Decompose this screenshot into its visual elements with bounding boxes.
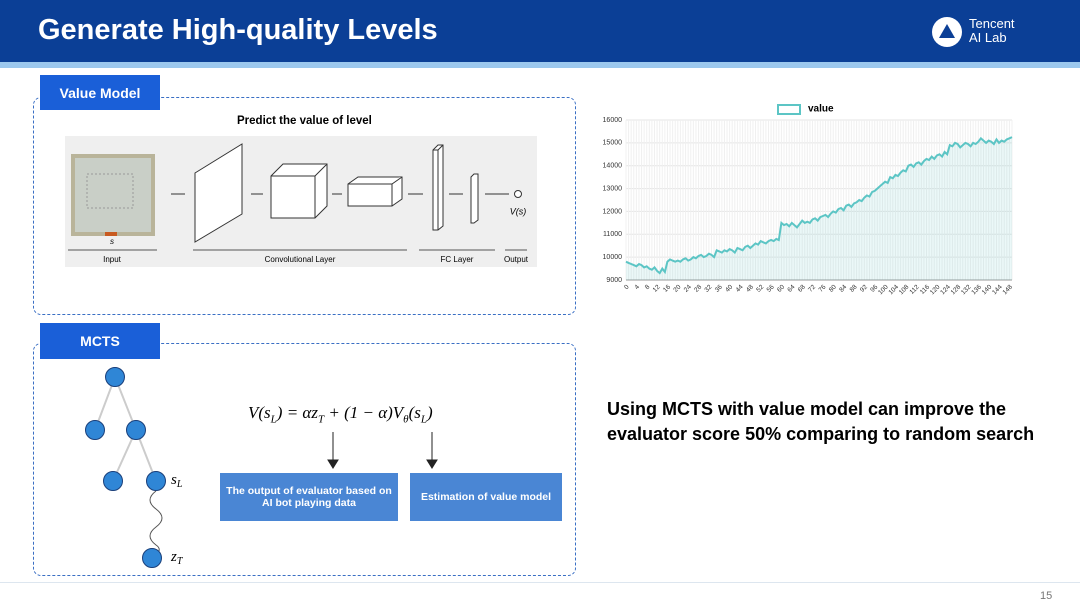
x-tick-label: 72	[807, 283, 817, 293]
formula-part: + (1 − α)V	[324, 403, 404, 422]
search-tree: sL zT	[85, 367, 184, 568]
x-tick-label: 8	[644, 283, 652, 291]
x-tick-label: 76	[817, 283, 827, 293]
x-tick-label: 148	[1001, 283, 1014, 296]
y-tick-label: 12000	[603, 208, 623, 215]
x-tick-label: 0	[623, 283, 631, 291]
node-label-sub: L	[176, 479, 183, 490]
x-tick-label: 36	[714, 283, 724, 293]
x-tick-label: 56	[766, 283, 776, 293]
formula-part: V(s	[248, 403, 271, 422]
header-bar	[0, 0, 1080, 62]
area	[626, 137, 1012, 280]
network-diagram: s V(s) Input Convolutional Layer FC Laye…	[65, 136, 537, 267]
formula-part: L	[270, 413, 277, 426]
logo-line: AI Lab	[969, 30, 1007, 45]
x-tick-label: 88	[849, 283, 859, 293]
x-tick-label: 32	[703, 283, 713, 293]
formula-part: θ	[403, 413, 409, 426]
x-tick-label: 92	[859, 283, 869, 293]
mcts-panel	[33, 343, 576, 576]
input-symbol: s	[110, 237, 114, 246]
x-tick-label: 60	[776, 283, 786, 293]
slide-title: Generate High-quality Levels	[38, 14, 438, 46]
y-tick-label: 16000	[603, 117, 623, 124]
caption: Convolutional Layer	[265, 255, 336, 264]
node-label-main: z	[170, 549, 177, 565]
x-tick-label: 68	[797, 283, 807, 293]
x-tick-label: 40	[724, 283, 734, 293]
chart: 9000 10000 11000 12000 13000 14000 15000 16000 0…	[603, 104, 1015, 297]
section-label: MCTS	[40, 323, 160, 359]
x-tick-label: 84	[838, 283, 848, 293]
x-tick-label: 48	[745, 283, 755, 293]
y-tick-label: 11000	[603, 231, 622, 238]
diagram-heading: Predict the value of level	[237, 115, 372, 127]
x-tick-label: 20	[672, 283, 682, 293]
formula-part: )	[426, 403, 433, 422]
section-label: Value Model	[40, 75, 160, 110]
x-tick-label: 28	[693, 283, 703, 293]
formula-part: L	[420, 413, 427, 426]
x-tick-label: 4	[633, 283, 641, 291]
explanation-box: The output of evaluator based on AI bot …	[220, 473, 398, 521]
x-tick-label: 80	[828, 283, 838, 293]
node-label-main: s	[171, 472, 177, 488]
header-stripe	[0, 62, 1080, 68]
x-tick-label: 24	[683, 283, 693, 293]
logo-line: Tencent	[969, 16, 1015, 31]
statement: Using MCTS with value model can improve …	[607, 397, 1034, 447]
y-tick-label: 15000	[603, 140, 623, 147]
node-label: zT	[170, 549, 184, 567]
formula: V(sL) = αzT + (1 − α)Vθ(sL)	[248, 403, 433, 425]
x-tick-label: 12	[652, 283, 662, 293]
x-tick-label: 52	[755, 283, 765, 293]
arrows	[327, 432, 438, 469]
formula-part: ) = αz	[276, 403, 318, 422]
logo-icon	[932, 17, 962, 47]
output-symbol: V(s)	[510, 206, 527, 216]
caption: FC Layer	[441, 255, 474, 264]
page-number: 15	[1040, 590, 1053, 602]
value-model-panel	[33, 97, 576, 315]
caption: Input	[103, 255, 122, 264]
x-tick-label: 16	[662, 283, 672, 293]
legend-swatch	[777, 104, 801, 115]
statement-line: Using MCTS with value model can improve …	[607, 399, 1007, 419]
x-tick-label: 96	[869, 283, 879, 293]
y-tick-label: 9000	[606, 277, 622, 284]
x-tick-label: 64	[786, 283, 796, 293]
footer-line	[0, 582, 1080, 583]
logo-text: Tencent AI Lab	[969, 17, 1015, 45]
formula-part: T	[317, 413, 325, 426]
caption: Output	[504, 255, 529, 264]
y-tick-label: 13000	[603, 185, 623, 192]
line	[625, 136, 1013, 275]
y-tick-label: 10000	[603, 254, 623, 261]
statement-line: evaluator score 50% comparing to random …	[607, 424, 1035, 444]
legend-label: value	[808, 104, 834, 115]
node-label: sL	[171, 472, 183, 490]
formula-part: (s	[408, 403, 421, 422]
node-label-sub: T	[177, 556, 184, 567]
y-tick-label: 14000	[603, 163, 623, 170]
explanation-box: Estimation of value model	[410, 473, 562, 521]
x-tick-label: 44	[735, 283, 745, 293]
